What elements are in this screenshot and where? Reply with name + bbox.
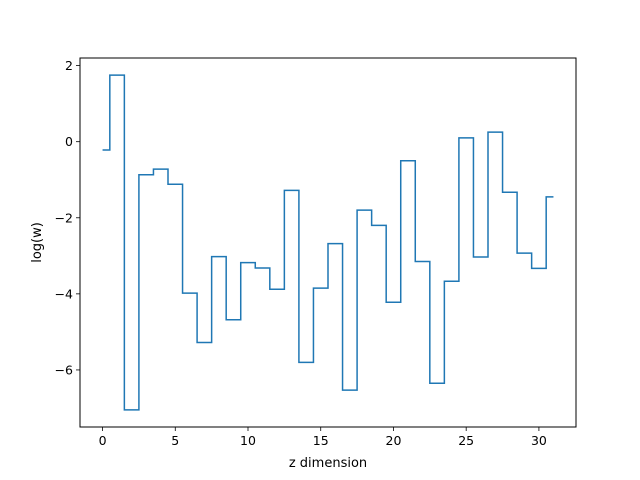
x-tick-label: 10 bbox=[240, 433, 256, 448]
axes-frame bbox=[79, 57, 577, 428]
plot-area bbox=[102, 74, 554, 411]
y-tick-label: −2 bbox=[55, 210, 73, 225]
y-axis: 2 0 −2 −4 −6 bbox=[55, 58, 80, 377]
y-tick-label: −6 bbox=[55, 362, 73, 377]
x-tick-label: 5 bbox=[171, 433, 179, 448]
x-tick-label: 25 bbox=[458, 433, 474, 448]
x-axis: 0 5 10 15 20 25 30 bbox=[99, 427, 547, 448]
x-axis-label: z dimension bbox=[289, 456, 367, 471]
y-tick-label: −4 bbox=[55, 286, 73, 301]
y-axis-label: log(w) bbox=[30, 222, 45, 263]
x-tick-label: 20 bbox=[386, 433, 402, 448]
y-tick-label: 2 bbox=[65, 58, 73, 73]
x-tick-label: 30 bbox=[531, 433, 547, 448]
x-tick-label: 15 bbox=[313, 433, 329, 448]
y-tick-label: 0 bbox=[65, 134, 73, 149]
series-line bbox=[102, 74, 554, 411]
x-tick-label: 0 bbox=[99, 433, 107, 448]
